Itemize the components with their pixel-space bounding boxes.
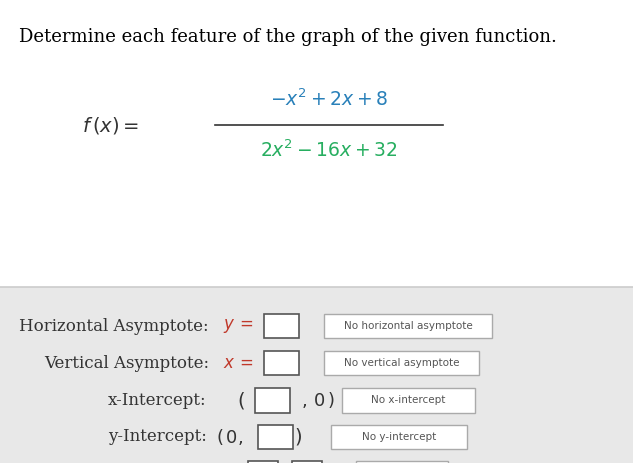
Text: $($: $($ — [237, 390, 244, 411]
FancyBboxPatch shape — [292, 461, 322, 463]
FancyBboxPatch shape — [258, 425, 292, 449]
Text: y-Intercept:: y-Intercept: — [108, 428, 206, 445]
Text: $-x^2 + 2x + 8$: $-x^2 + 2x + 8$ — [270, 89, 388, 110]
Text: x-Intercept:: x-Intercept: — [108, 392, 206, 409]
Text: No vertical asymptote: No vertical asymptote — [344, 358, 460, 369]
FancyBboxPatch shape — [264, 351, 299, 375]
FancyBboxPatch shape — [254, 388, 289, 413]
Text: $2x^2 - 16x + 32$: $2x^2 - 16x + 32$ — [260, 140, 398, 161]
Text: No x-intercept: No x-intercept — [371, 395, 446, 406]
FancyBboxPatch shape — [264, 314, 299, 338]
Text: $f\,(x) =$: $f\,(x) =$ — [82, 114, 139, 136]
Text: $x\,=$: $x\,=$ — [223, 355, 253, 372]
FancyBboxPatch shape — [324, 314, 492, 338]
Text: Horizontal Asymptote:: Horizontal Asymptote: — [19, 318, 209, 335]
Text: $(\,0,$: $(\,0,$ — [216, 426, 244, 447]
FancyBboxPatch shape — [342, 388, 475, 413]
FancyBboxPatch shape — [0, 0, 633, 287]
FancyBboxPatch shape — [330, 425, 467, 449]
Text: $)$: $)$ — [294, 426, 303, 447]
FancyBboxPatch shape — [356, 461, 448, 463]
FancyBboxPatch shape — [324, 351, 480, 375]
Text: No horizontal asymptote: No horizontal asymptote — [344, 321, 473, 332]
Text: No y-intercept: No y-intercept — [361, 432, 436, 442]
Text: $y\,=$: $y\,=$ — [223, 318, 253, 335]
FancyBboxPatch shape — [0, 287, 633, 463]
Text: Determine each feature of the graph of the given function.: Determine each feature of the graph of t… — [19, 28, 557, 46]
FancyBboxPatch shape — [248, 461, 278, 463]
Text: Vertical Asymptote:: Vertical Asymptote: — [44, 355, 210, 372]
Text: $,\,0\,)$: $,\,0\,)$ — [301, 390, 335, 411]
